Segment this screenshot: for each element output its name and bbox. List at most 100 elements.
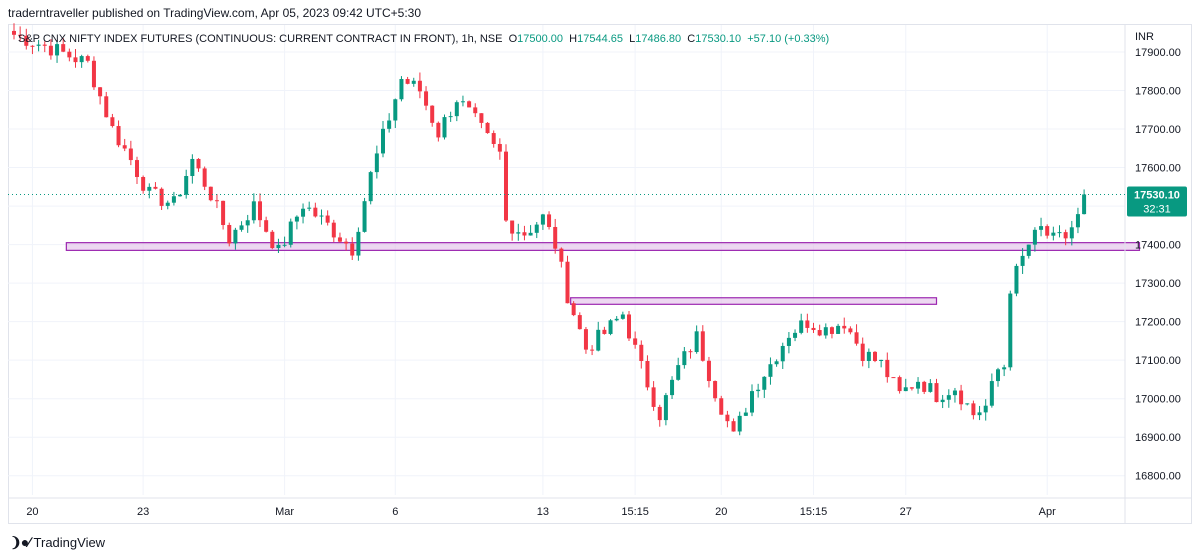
candle-down <box>547 214 552 227</box>
y-tick-label: 17700.00 <box>1135 124 1181 136</box>
candle-down <box>657 406 662 421</box>
y-tick-label: 17400.00 <box>1135 240 1181 252</box>
candle-down <box>651 387 656 407</box>
candle-down <box>473 107 478 114</box>
candle-down <box>405 79 410 84</box>
tag-layer: 17530.10 32:31 <box>8 186 1187 217</box>
candle-down <box>67 51 72 58</box>
candle-down <box>116 126 121 146</box>
candle-up <box>928 383 933 392</box>
candle-down <box>98 87 103 97</box>
y-tick-label: 16800.00 <box>1135 471 1181 483</box>
candle-down <box>577 315 582 330</box>
publish-line: traderntraveller published on TradingVie… <box>8 6 422 20</box>
y-tick-label: 17000.00 <box>1135 394 1181 406</box>
candle-up <box>1082 194 1087 215</box>
candle-down <box>313 207 318 217</box>
candle-down <box>264 220 269 232</box>
candle-down <box>817 330 822 336</box>
symbol-title: S&P CNX NIFTY INDEX FUTURES (CONTINUOUS:… <box>18 33 503 45</box>
y-tick-label: 17300.00 <box>1135 278 1181 290</box>
close-label: C <box>687 33 696 45</box>
candle-up <box>147 186 152 191</box>
x-tick-label: Mar <box>275 506 294 518</box>
candle-down <box>922 381 927 392</box>
candle-up <box>836 325 841 334</box>
x-tick-label: 27 <box>900 506 912 518</box>
candle-down <box>122 145 127 149</box>
candle-up <box>79 56 84 63</box>
footer-logo[interactable]: ❩●∕ TradingView <box>10 534 105 551</box>
candle-down <box>12 30 16 35</box>
candle-up <box>965 403 970 405</box>
candle-up <box>184 176 189 195</box>
candle-down <box>897 377 902 392</box>
grid-layer <box>8 25 1125 495</box>
open-value: 17500.00 <box>517 33 564 45</box>
candle-down <box>325 215 330 223</box>
x-tick-label: 23 <box>137 506 149 518</box>
candle-down <box>700 331 705 361</box>
candle-up <box>823 327 828 336</box>
candle-down <box>805 320 810 328</box>
candle-up <box>977 412 982 416</box>
candle-up <box>171 196 176 203</box>
candle-up <box>762 376 767 390</box>
candle-down <box>971 403 976 416</box>
candle-down <box>848 328 853 333</box>
candle-down <box>885 359 890 378</box>
candle-down <box>141 177 146 191</box>
candle-up <box>614 318 619 321</box>
candle-down <box>18 34 23 36</box>
candle-down <box>135 160 139 178</box>
candle-down <box>645 360 650 388</box>
candle-up <box>952 390 957 396</box>
candle-down <box>1045 226 1050 236</box>
candle-up <box>1069 227 1074 239</box>
candle-up <box>1075 214 1080 228</box>
candle-down <box>497 143 502 152</box>
candle-down <box>91 60 96 88</box>
candle-up <box>276 244 281 249</box>
candle-down <box>522 232 527 236</box>
candle-up <box>411 80 416 84</box>
candle-down <box>842 325 847 329</box>
candle-down <box>110 117 115 127</box>
high-label: H <box>569 33 578 45</box>
candle-down <box>571 303 576 316</box>
candle-up <box>866 351 871 361</box>
last-price-label: 17530.10 <box>1134 189 1180 201</box>
low-value: 17486.80 <box>635 33 682 45</box>
candle-down <box>227 224 232 244</box>
candle-up <box>178 194 183 197</box>
candle-up <box>694 331 699 353</box>
candle-up <box>1057 232 1062 234</box>
x-tick-label: 6 <box>392 506 398 518</box>
candle-down <box>627 314 631 339</box>
chart-frame[interactable] <box>8 24 1192 524</box>
support-zone <box>65 242 1141 251</box>
candle-up <box>399 79 404 100</box>
candle-up <box>282 244 287 246</box>
candle-up <box>1008 293 1013 368</box>
candle-down <box>258 201 262 221</box>
candle-down <box>565 261 570 304</box>
candle-down <box>196 158 201 169</box>
candle-down <box>350 243 355 256</box>
candle-up <box>750 391 754 413</box>
candle-down <box>61 44 66 52</box>
y-tick-label: 16900.00 <box>1135 432 1181 444</box>
candle-up <box>165 202 170 206</box>
candle-up <box>55 44 60 56</box>
candle-down <box>430 105 435 123</box>
candle-up <box>663 395 668 421</box>
candle-up <box>996 369 1000 382</box>
candle-up <box>737 415 742 432</box>
candle-up <box>362 201 367 232</box>
candle-down <box>24 35 29 46</box>
open-label: O <box>508 33 518 45</box>
candle-up <box>251 201 256 221</box>
candle-up <box>233 229 238 244</box>
candle-down <box>934 383 939 403</box>
